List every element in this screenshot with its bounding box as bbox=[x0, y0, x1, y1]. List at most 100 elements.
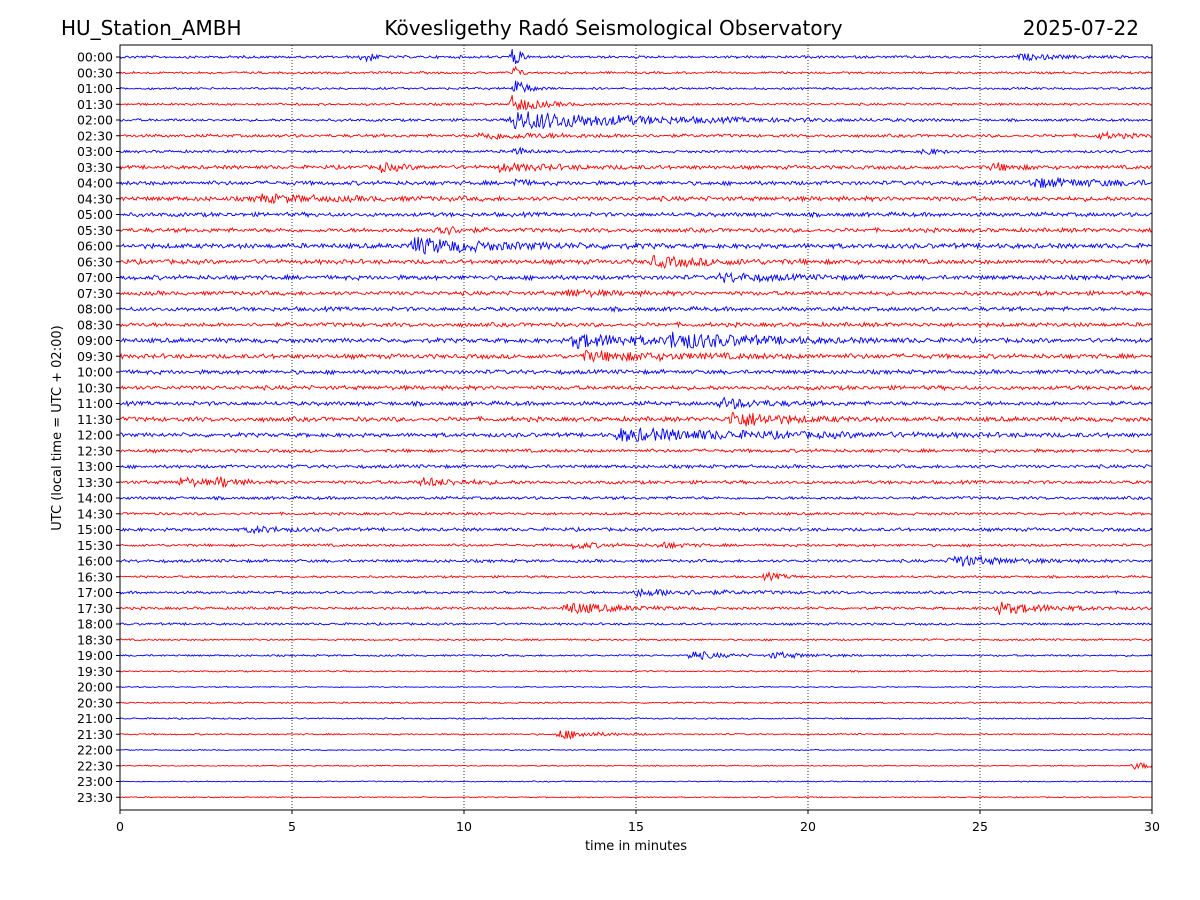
y-tick-label: 23:00 bbox=[77, 774, 113, 789]
x-axis-label: time in minutes bbox=[585, 839, 687, 854]
trace-row-1400 bbox=[119, 495, 1153, 501]
y-tick-label: 08:30 bbox=[77, 317, 113, 332]
trace-row-0000 bbox=[119, 49, 1153, 65]
trace-row-0830 bbox=[119, 320, 1153, 329]
x-tick-label: 0 bbox=[116, 819, 124, 834]
trace-row-1200 bbox=[119, 426, 1153, 442]
trace-row-0600 bbox=[119, 237, 1153, 255]
y-tick-label: 13:30 bbox=[77, 475, 113, 490]
trace-row-0700 bbox=[119, 271, 1153, 284]
y-tick-label: 10:00 bbox=[77, 365, 113, 380]
y-tick-label: 12:00 bbox=[77, 428, 113, 443]
trace-row-1030 bbox=[119, 384, 1153, 392]
trace-row-2130 bbox=[119, 730, 1153, 741]
station-name: HU_Station_AMBH bbox=[61, 16, 242, 40]
y-tick-label: 03:30 bbox=[77, 160, 113, 175]
y-tick-label: 02:30 bbox=[77, 128, 113, 143]
x-tick-label: 15 bbox=[628, 819, 644, 834]
trace-row-1630 bbox=[119, 570, 1153, 582]
y-tick-label: 20:30 bbox=[77, 695, 113, 710]
trace-row-0430 bbox=[119, 193, 1153, 205]
y-tick-label: 17:30 bbox=[77, 601, 113, 616]
trace-row-0930 bbox=[119, 349, 1153, 364]
y-tick-label: 22:00 bbox=[77, 743, 113, 758]
y-tick-label: 22:30 bbox=[77, 758, 113, 773]
y-tick-label: 11:00 bbox=[77, 396, 113, 411]
trace-row-1300 bbox=[119, 463, 1153, 470]
trace-row-1230 bbox=[119, 447, 1153, 454]
y-tick-label: 04:30 bbox=[77, 191, 113, 206]
y-tick-label: 18:00 bbox=[77, 617, 113, 632]
record-date: 2025-07-22 bbox=[1022, 16, 1139, 40]
trace-row-2200 bbox=[119, 748, 1153, 752]
trace-row-1100 bbox=[119, 396, 1153, 410]
trace-row-1700 bbox=[119, 587, 1153, 598]
trace-row-1500 bbox=[119, 524, 1153, 535]
y-tick-label: 07:30 bbox=[77, 286, 113, 301]
y-tick-label: 16:00 bbox=[77, 554, 113, 569]
trace-row-1530 bbox=[119, 541, 1153, 551]
trace-row-1600 bbox=[119, 554, 1153, 567]
trace-row-1930 bbox=[119, 669, 1153, 673]
trace-row-2100 bbox=[119, 716, 1153, 720]
y-tick-label: 08:00 bbox=[77, 302, 113, 317]
y-tick-label: 15:00 bbox=[77, 522, 113, 537]
trace-row-0300 bbox=[119, 146, 1153, 156]
trace-row-1000 bbox=[119, 368, 1153, 376]
y-tick-label: 20:00 bbox=[77, 680, 113, 695]
y-tick-label: 02:00 bbox=[77, 113, 113, 128]
y-tick-label: 10:30 bbox=[77, 380, 113, 395]
trace-row-0330 bbox=[119, 162, 1152, 174]
x-tick-label: 10 bbox=[456, 819, 472, 834]
y-tick-label: 01:30 bbox=[77, 97, 113, 112]
y-tick-label: 21:30 bbox=[77, 727, 113, 742]
trace-row-0800 bbox=[119, 305, 1153, 313]
y-tick-label: 17:00 bbox=[77, 585, 113, 600]
seismic-traces bbox=[119, 49, 1153, 799]
y-tick-label: 06:30 bbox=[77, 254, 113, 269]
y-tick-label: 21:00 bbox=[77, 711, 113, 726]
y-tick-label: 11:30 bbox=[77, 412, 113, 427]
trace-row-0200 bbox=[119, 111, 1153, 130]
trace-row-1430 bbox=[119, 511, 1153, 516]
trace-row-2230 bbox=[119, 762, 1153, 770]
y-tick-label: 09:30 bbox=[77, 349, 113, 364]
trace-row-1130 bbox=[119, 412, 1153, 427]
trace-row-0900 bbox=[119, 331, 1153, 349]
trace-row-0230 bbox=[119, 130, 1153, 141]
y-tick-label: 06:00 bbox=[77, 239, 113, 254]
trace-row-0400 bbox=[119, 176, 1153, 189]
trace-row-0630 bbox=[119, 255, 1153, 270]
trace-row-0130 bbox=[119, 95, 1153, 112]
trace-row-1830 bbox=[119, 637, 1153, 642]
y-tick-label: 18:30 bbox=[77, 632, 113, 647]
trace-row-0500 bbox=[119, 210, 1153, 219]
y-tick-label: 16:30 bbox=[77, 569, 113, 584]
x-tick-label: 30 bbox=[1144, 819, 1160, 834]
grid-lines bbox=[291, 45, 981, 810]
y-tick-label: 05:30 bbox=[77, 223, 113, 238]
trace-row-2030 bbox=[119, 701, 1153, 705]
trace-row-0730 bbox=[119, 288, 1153, 299]
y-axis-label: UTC (local time = UTC + 02:00) bbox=[50, 325, 65, 530]
y-tick-label: 14:30 bbox=[77, 506, 113, 521]
y-tick-label: 00:30 bbox=[77, 65, 113, 80]
y-tick-label: 04:00 bbox=[77, 176, 113, 191]
trace-row-1330 bbox=[119, 476, 1153, 488]
trace-row-2330 bbox=[119, 796, 1153, 799]
chart-title: Kövesligethy Radó Seismological Observat… bbox=[384, 16, 843, 40]
trace-row-2000 bbox=[119, 685, 1153, 689]
x-tick-label: 25 bbox=[972, 819, 988, 834]
trace-row-0100 bbox=[119, 80, 1153, 93]
x-tick-label: 5 bbox=[288, 819, 296, 834]
trace-row-2300 bbox=[119, 780, 1153, 783]
x-tick-label: 20 bbox=[800, 819, 816, 834]
y-tick-label: 01:00 bbox=[77, 81, 113, 96]
y-tick-label: 09:00 bbox=[77, 333, 113, 348]
y-tick-label: 00:00 bbox=[77, 50, 113, 65]
y-tick-label: 07:00 bbox=[77, 270, 113, 285]
y-tick-label: 13:00 bbox=[77, 459, 113, 474]
y-tick-label: 19:30 bbox=[77, 664, 113, 679]
y-tick-label: 03:00 bbox=[77, 144, 113, 159]
